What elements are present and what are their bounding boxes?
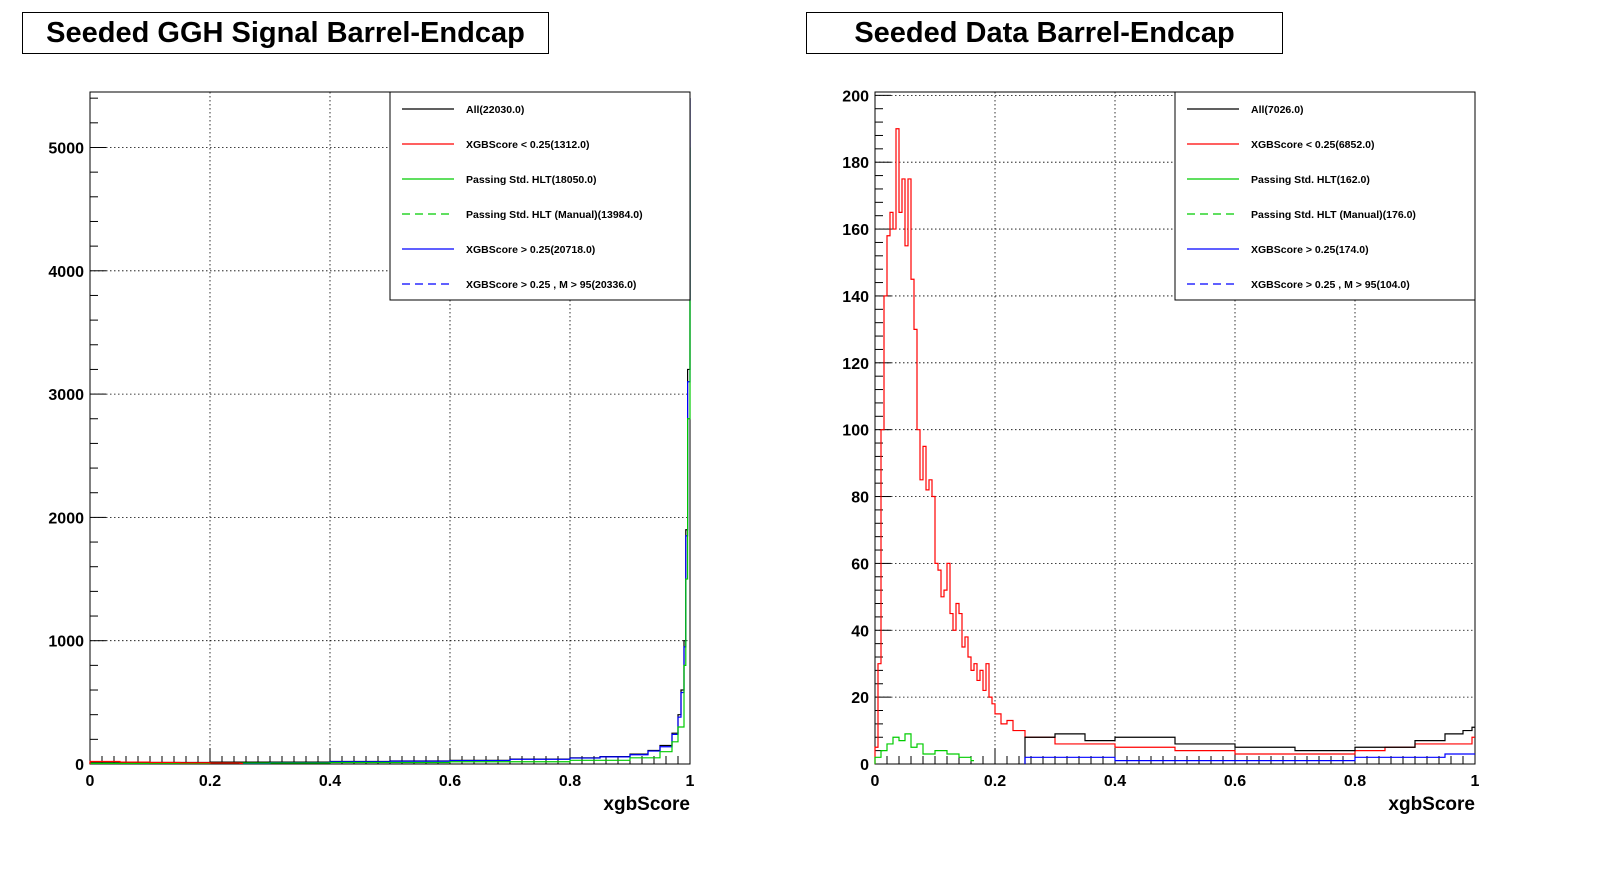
legend-box [389,91,691,301]
y-tick-label: 5000 [48,140,84,157]
legend-label: Passing Std. HLT (Manual)(13984.0) [466,209,643,221]
y-tick-label: 180 [842,155,869,172]
chart-title-right: Seeded Data Barrel-Endcap [806,12,1283,54]
x-tick-label: 0.4 [1104,773,1126,790]
series-line [239,98,691,764]
x-axis-label: xgbScore [1388,794,1475,815]
legend-box [1174,91,1476,301]
y-tick-label: 120 [842,356,869,373]
y-tick-label: 0 [860,757,869,774]
series-line [1024,753,1475,764]
legend-label: Passing Std. HLT(18050.0) [466,174,597,186]
x-tick-label: 0.2 [199,773,221,790]
y-tick-label: 160 [842,222,869,239]
x-tick-label: 0 [871,773,880,790]
y-tick-label: 20 [851,690,869,707]
legend-label: All(22030.0) [466,104,524,116]
x-tick-label: 0.8 [559,773,581,790]
y-tick-label: 60 [851,556,869,573]
y-tick-label: 3000 [48,387,84,404]
x-tick-label: 0.6 [1224,773,1246,790]
series-line [89,760,243,764]
legend-label: XGBScore < 0.25(6852.0) [1251,139,1374,151]
y-tick-label: 1000 [48,634,84,651]
y-tick-label: 140 [842,289,869,306]
chart-title-left: Seeded GGH Signal Barrel-Endcap [22,12,549,54]
y-tick-label: 200 [842,88,869,105]
legend-label: XGBScore > 0.25 , M > 95(104.0) [1251,279,1410,291]
x-tick-label: 0.6 [439,773,461,790]
x-axis-label: xgbScore [603,794,690,815]
y-tick-label: 80 [851,490,869,507]
series-line [89,147,691,764]
y-tick-label: 0 [75,757,84,774]
legend-label: XGBScore < 0.25(1312.0) [466,139,589,151]
series-line [1024,726,1475,764]
legend-label: XGBScore > 0.25 , M > 95(20336.0) [466,279,636,291]
series-line [874,733,974,764]
x-tick-label: 0 [86,773,95,790]
x-tick-label: 0.4 [319,773,341,790]
y-tick-label: 100 [842,423,869,440]
legend-label: XGBScore > 0.25(174.0) [1251,244,1369,256]
legend-label: Passing Std. HLT(162.0) [1251,174,1370,186]
x-tick-label: 0.2 [984,773,1006,790]
x-tick-label: 1 [1471,773,1480,790]
legend-label: Passing Std. HLT (Manual)(176.0) [1251,209,1416,221]
y-tick-label: 40 [851,623,869,640]
y-tick-label: 2000 [48,510,84,527]
x-tick-label: 0.8 [1344,773,1366,790]
y-tick-label: 4000 [48,264,84,281]
legend-label: XGBScore > 0.25(20718.0) [466,244,595,256]
x-tick-label: 1 [686,773,695,790]
legend-label: All(7026.0) [1251,104,1304,116]
